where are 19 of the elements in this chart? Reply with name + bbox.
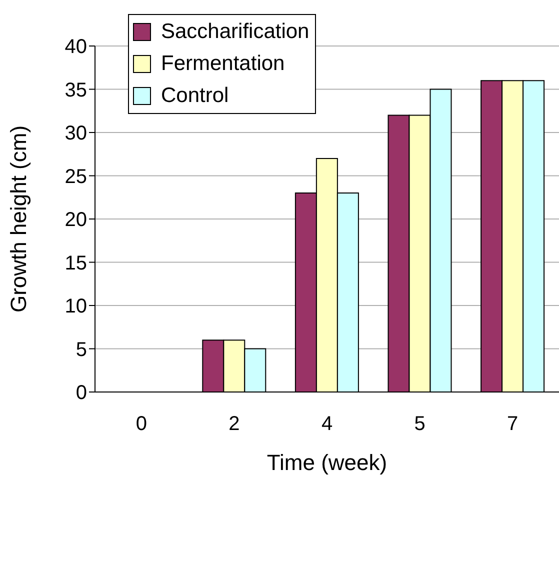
x-tick-label: 5 xyxy=(414,413,426,436)
y-tick-label: 35 xyxy=(64,79,87,102)
y-tick-label: 40 xyxy=(64,36,87,58)
y-tick-label: 20 xyxy=(64,209,87,232)
legend-label: Control xyxy=(161,84,229,108)
y-tick-label: 0 xyxy=(76,382,87,404)
legend-label: Fermentation xyxy=(161,52,285,76)
y-tick-label: 25 xyxy=(64,166,87,188)
x-tick-label: 0 xyxy=(136,413,147,436)
x-tick-label: 7 xyxy=(507,413,518,436)
y-tick-label: 10 xyxy=(64,296,87,318)
y-tick-label: 5 xyxy=(76,338,87,361)
y-tick-label: 30 xyxy=(64,122,87,145)
x-tick-label: 2 xyxy=(228,413,240,436)
x-tick-label: 4 xyxy=(321,413,333,436)
y-tick-label: 15 xyxy=(64,252,87,274)
legend-label: Saccharification xyxy=(161,20,310,44)
y-axis-title: Growth height (cm) xyxy=(6,125,31,313)
x-axis-title: Time (week) xyxy=(266,450,388,475)
